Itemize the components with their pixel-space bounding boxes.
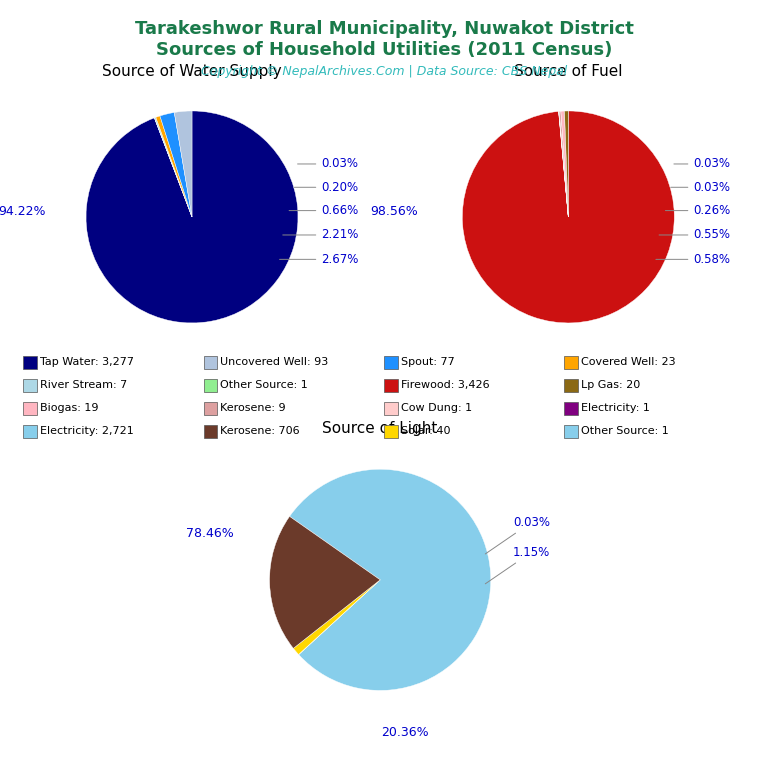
Text: 2.21%: 2.21% (283, 228, 359, 241)
Text: Tarakeshwor Rural Municipality, Nuwakot District: Tarakeshwor Rural Municipality, Nuwakot … (134, 20, 634, 38)
Text: Firewood: 3,426: Firewood: 3,426 (401, 380, 489, 390)
Wedge shape (564, 111, 568, 217)
Text: 0.20%: 0.20% (294, 180, 359, 194)
Wedge shape (156, 116, 192, 217)
Text: Electricity: 1: Electricity: 1 (581, 403, 650, 413)
Text: Other Source: 1: Other Source: 1 (581, 426, 669, 436)
Text: Spout: 77: Spout: 77 (401, 357, 455, 367)
Text: 0.58%: 0.58% (656, 253, 730, 266)
Text: 2.67%: 2.67% (280, 253, 359, 266)
Wedge shape (559, 111, 568, 217)
Wedge shape (293, 580, 380, 654)
Text: 98.56%: 98.56% (370, 205, 418, 218)
Text: 0.66%: 0.66% (289, 204, 359, 217)
Wedge shape (86, 111, 298, 323)
Wedge shape (290, 469, 491, 690)
Text: 0.55%: 0.55% (659, 228, 730, 241)
Wedge shape (559, 111, 568, 217)
Wedge shape (160, 112, 192, 217)
Text: Covered Well: 23: Covered Well: 23 (581, 357, 676, 367)
Wedge shape (299, 580, 380, 654)
Wedge shape (561, 111, 568, 217)
Text: Electricity: 2,721: Electricity: 2,721 (40, 426, 134, 436)
Title: Source of Light: Source of Light (323, 422, 438, 436)
Text: 0.03%: 0.03% (670, 180, 730, 194)
Text: Kerosene: 9: Kerosene: 9 (220, 403, 286, 413)
Text: 0.03%: 0.03% (485, 516, 550, 554)
Title: Source of Water Supply: Source of Water Supply (102, 65, 282, 79)
Text: Tap Water: 3,277: Tap Water: 3,277 (40, 357, 134, 367)
Text: 0.03%: 0.03% (297, 157, 359, 170)
Text: 0.26%: 0.26% (665, 204, 730, 217)
Text: 0.03%: 0.03% (674, 157, 730, 170)
Wedge shape (558, 111, 568, 217)
Wedge shape (174, 111, 192, 217)
Text: Uncovered Well: 93: Uncovered Well: 93 (220, 357, 329, 367)
Text: Other Source: 1: Other Source: 1 (220, 380, 308, 390)
Text: Sources of Household Utilities (2011 Census): Sources of Household Utilities (2011 Cen… (156, 41, 612, 59)
Text: 20.36%: 20.36% (381, 726, 429, 739)
Wedge shape (154, 118, 192, 217)
Text: Cow Dung: 1: Cow Dung: 1 (401, 403, 472, 413)
Title: Source of Fuel: Source of Fuel (514, 65, 623, 79)
Wedge shape (270, 516, 380, 648)
Wedge shape (559, 111, 568, 217)
Text: Copyright © NepalArchives.Com | Data Source: CBS Nepal: Copyright © NepalArchives.Com | Data Sou… (201, 65, 567, 78)
Wedge shape (462, 111, 674, 323)
Text: Kerosene: 706: Kerosene: 706 (220, 426, 300, 436)
Text: 78.46%: 78.46% (187, 527, 234, 540)
Text: Biogas: 19: Biogas: 19 (40, 403, 98, 413)
Text: 1.15%: 1.15% (485, 546, 550, 584)
Text: Solar: 40: Solar: 40 (401, 426, 450, 436)
Text: River Stream: 7: River Stream: 7 (40, 380, 127, 390)
Wedge shape (154, 118, 192, 217)
Text: Lp Gas: 20: Lp Gas: 20 (581, 380, 641, 390)
Text: 94.22%: 94.22% (0, 205, 46, 218)
